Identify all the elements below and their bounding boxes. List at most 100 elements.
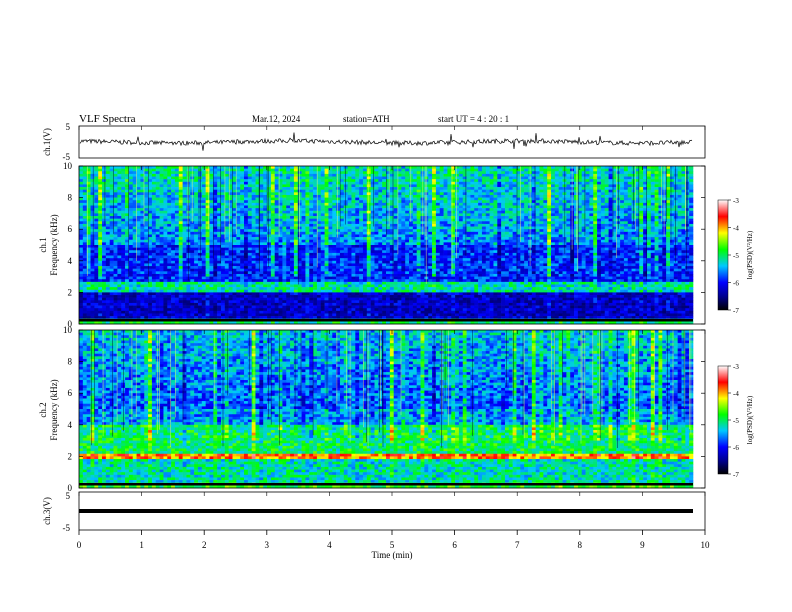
- spectrogram-cell: [267, 245, 272, 248]
- spectrogram-cell: [98, 247, 103, 251]
- spectrogram-cell: [462, 242, 467, 246]
- spectrogram-cell: [531, 229, 536, 233]
- spectrogram-cell: [79, 221, 84, 225]
- spectrogram-cell: [577, 194, 583, 198]
- spectrogram-cell: [274, 226, 279, 230]
- spectrogram-cell: [689, 239, 694, 243]
- spectrogram-cell: [497, 166, 502, 169]
- spectrogram-cell: [520, 231, 525, 235]
- spectrogram-cell: [247, 229, 252, 233]
- spectrogram-cell: [547, 171, 552, 175]
- spectrogram-cell: [117, 171, 122, 175]
- spectrogram-cell: [159, 200, 164, 204]
- spectrogram-cell: [520, 218, 525, 222]
- spectrogram-cell: [320, 171, 325, 175]
- spectrogram-cell: [481, 194, 487, 198]
- spectrogram-cell: [201, 173, 206, 177]
- spectrogram-cell: [597, 184, 602, 188]
- spectrogram-cell: [508, 216, 513, 219]
- spectrogram-cell: [531, 237, 536, 241]
- spectrogram-cell: [270, 181, 276, 185]
- spectrogram-cell: [673, 189, 678, 193]
- spectrogram-cell: [324, 234, 329, 238]
- spectrogram-cell: [174, 223, 180, 227]
- spectrogram-cell: [455, 202, 460, 206]
- spectrogram-cell: [209, 229, 214, 233]
- spectrogram-cell: [290, 223, 295, 227]
- spectrogram-cell: [374, 171, 379, 175]
- spectrogram-cell: [508, 200, 513, 204]
- spectrogram-cell: [228, 226, 233, 230]
- spectrogram-cell: [447, 202, 452, 206]
- spectrogram-cell: [428, 231, 433, 235]
- spectrogram-cell: [109, 231, 114, 235]
- spectrogram-cell: [401, 213, 406, 217]
- spectrogram-cell: [620, 200, 625, 204]
- spectrogram-cell: [121, 210, 126, 214]
- spectrogram-cell: [109, 176, 114, 180]
- spectrogram-cell: [673, 237, 678, 241]
- spectrogram-cell: [466, 216, 471, 219]
- spectrogram-cell: [646, 245, 652, 248]
- spectrogram-cell: [182, 200, 187, 204]
- spectrogram-cell: [535, 205, 540, 209]
- spectrogram-cell: [374, 202, 379, 206]
- spectrogram-cell: [443, 187, 448, 190]
- spectrogram-cell: [213, 213, 218, 217]
- spectrogram-cell: [493, 218, 498, 222]
- spectrogram-cell: [274, 200, 279, 204]
- spectrogram-cell: [125, 218, 130, 222]
- spectrogram-cell: [539, 216, 544, 219]
- spectrogram-cell: [374, 229, 379, 233]
- spectrogram-cell: [554, 216, 559, 219]
- spectrogram-cell: [443, 231, 448, 235]
- spectrogram-cell: [435, 173, 441, 177]
- spectrogram-cell: [493, 171, 498, 175]
- spectrogram-cell: [646, 176, 652, 180]
- spectrogram-cell: [282, 171, 287, 175]
- spectrogram-cell: [125, 216, 130, 219]
- spectrogram-cell: [654, 189, 659, 193]
- spectrogram-cell: [600, 216, 606, 219]
- spectrogram-cell: [428, 173, 433, 177]
- spectrogram-cell: [121, 221, 126, 225]
- spectrogram-cell: [228, 245, 233, 248]
- spectrogram-cell: [608, 242, 613, 246]
- spectrogram-cell: [389, 181, 394, 185]
- spectrogram-cell: [485, 226, 490, 230]
- spectrogram-cell: [374, 200, 379, 204]
- spectrogram-cell: [259, 187, 264, 190]
- spectrogram-cell: [255, 229, 260, 233]
- spectrogram-cell: [267, 221, 272, 225]
- spectrogram-cell: [643, 226, 648, 230]
- spectrogram-cell: [462, 239, 467, 243]
- spectrogram-cell: [478, 200, 483, 204]
- spectrogram-cell: [178, 194, 183, 198]
- spectrogram-cell: [535, 216, 540, 219]
- spectrogram-cell: [397, 181, 402, 185]
- spectrogram-cell: [451, 208, 456, 212]
- spectrogram-cell: [105, 221, 110, 225]
- spectrogram-cell: [543, 242, 548, 246]
- spectrogram-cell: [493, 234, 498, 238]
- spectrogram-cell: [501, 242, 506, 246]
- spectrogram-cell: [171, 247, 176, 251]
- spectrogram-cell: [508, 181, 513, 185]
- spectrogram-cell: [370, 173, 375, 177]
- spectrogram-cell: [305, 176, 310, 180]
- spectrogram-cell: [516, 208, 521, 212]
- spectrogram-cell: [171, 168, 176, 172]
- spectrogram-cell: [616, 216, 621, 219]
- spectrogram-cell: [159, 205, 164, 209]
- spectrogram-cell: [451, 234, 456, 238]
- spectrogram-cell: [439, 200, 444, 204]
- spectrogram-cell: [485, 181, 490, 185]
- spectrogram-cell: [224, 176, 229, 180]
- spectrogram-cell: [336, 194, 341, 198]
- spectrogram-cell: [608, 205, 613, 209]
- spectrogram-cell: [121, 213, 126, 217]
- spectrogram-cell: [270, 168, 276, 172]
- spectrogram-cell: [167, 200, 172, 204]
- spectrogram-cell: [128, 223, 134, 227]
- spectrogram-cell: [412, 231, 417, 235]
